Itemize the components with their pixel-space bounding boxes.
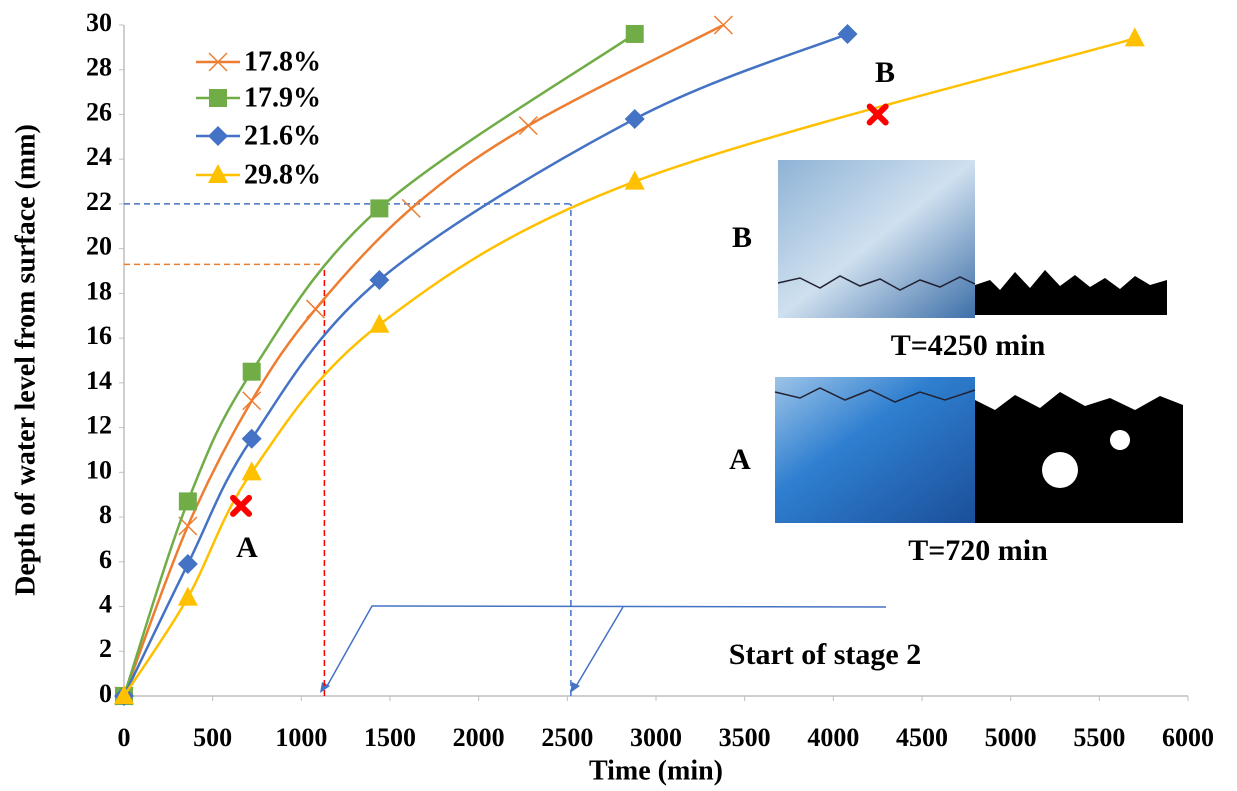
annotation: B	[875, 56, 895, 89]
y-tick-label: 30	[86, 8, 112, 37]
x-tick-label: 0	[118, 723, 131, 752]
marker	[518, 116, 538, 136]
marker	[242, 362, 261, 381]
annotation: T=720 min	[908, 534, 1048, 567]
marker	[624, 108, 645, 129]
x-tick-label: 500	[193, 723, 232, 752]
x-tick-label: 5500	[1073, 723, 1125, 752]
y-tick-label: 2	[99, 634, 112, 663]
x-tick-label: 1500	[364, 723, 416, 752]
x-tick-label: 5000	[985, 723, 1037, 752]
marker	[713, 15, 733, 35]
inset-images	[774, 160, 1183, 523]
binary-a	[975, 392, 1183, 523]
image-a	[775, 377, 975, 523]
series-line	[124, 32, 636, 696]
legend-marker	[208, 164, 228, 183]
x-tick-label: 4500	[896, 723, 948, 752]
legend-marker	[209, 89, 227, 107]
series-line	[124, 32, 848, 696]
y-tick-label: 22	[86, 187, 112, 216]
marker	[177, 554, 198, 575]
x-tick-label: 3500	[719, 723, 771, 752]
binary-spot	[1110, 430, 1130, 450]
marker	[114, 685, 134, 704]
legend-label: 17.8%	[244, 46, 321, 77]
red-point	[866, 103, 889, 126]
y-tick-label: 26	[86, 97, 112, 126]
legend-label: 21.6%	[244, 120, 321, 151]
y-tick-label: 18	[86, 276, 112, 305]
annotation: B	[732, 221, 752, 254]
marker	[178, 492, 197, 511]
x-tick-label: 2000	[453, 723, 505, 752]
x-tick-label: 3000	[630, 723, 682, 752]
annotation: A	[236, 531, 258, 564]
legend-label: 29.8%	[244, 159, 321, 190]
front-line	[774, 387, 976, 403]
marker	[177, 586, 198, 606]
x-tick-label: 6000	[1162, 723, 1214, 752]
x-tick-label: 2500	[541, 723, 593, 752]
x-tick-label: 1000	[275, 723, 327, 752]
y-tick-label: 14	[86, 366, 112, 395]
marker	[305, 299, 326, 319]
annotation: Start of stage 2	[729, 638, 921, 671]
x-tick-label: 4000	[807, 723, 859, 752]
arrow-head	[570, 682, 580, 693]
front-line	[777, 275, 976, 291]
y-tick-label: 16	[86, 321, 112, 350]
y-tick-label: 0	[99, 679, 112, 708]
y-tick-label: 4	[99, 590, 112, 619]
marker	[837, 23, 858, 44]
red-point	[230, 494, 253, 517]
y-tick-label: 8	[99, 500, 112, 529]
marker	[625, 24, 644, 43]
legend-marker	[208, 126, 228, 146]
marker	[1124, 27, 1145, 47]
y-tick-label: 20	[86, 232, 112, 261]
annotation: T=4250 min	[891, 329, 1046, 362]
legend-marker	[208, 52, 228, 72]
y-axis-title: Depth of water level from surface (mm)	[10, 124, 41, 596]
y-tick-label: 24	[86, 142, 112, 171]
y-tick-label: 28	[86, 53, 112, 82]
marker	[624, 170, 645, 190]
marker	[369, 269, 390, 290]
marker	[369, 313, 390, 333]
y-tick-label: 12	[86, 411, 112, 440]
binary-spot	[1042, 452, 1078, 488]
arrow	[574, 606, 624, 689]
y-tick-label: 6	[99, 545, 112, 574]
marker	[370, 199, 389, 218]
y-tick-label: 10	[86, 455, 112, 484]
x-axis-title: Time (min)	[589, 755, 723, 786]
marker	[401, 198, 421, 218]
marker	[242, 391, 262, 411]
binary-b	[975, 270, 1167, 315]
marker	[241, 461, 262, 481]
arrow	[325, 605, 887, 689]
annotation: A	[729, 443, 751, 476]
arrow-head	[320, 682, 330, 693]
image-b	[778, 160, 975, 318]
marker	[241, 428, 262, 449]
legend-label: 17.9%	[244, 82, 321, 113]
